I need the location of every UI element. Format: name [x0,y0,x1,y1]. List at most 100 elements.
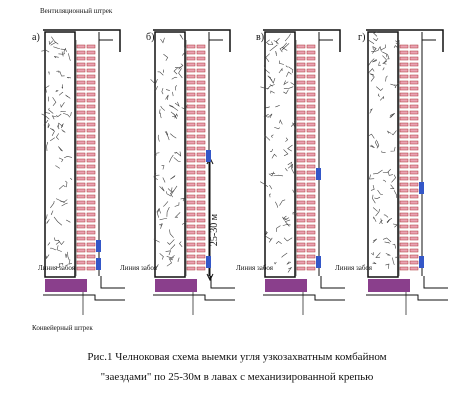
crack [279,46,284,53]
crack [274,126,280,130]
rock [154,31,186,278]
support [409,224,419,229]
support [296,236,306,241]
support [186,248,196,253]
support [296,44,306,49]
support [86,254,96,259]
crack [162,177,166,183]
crack [66,219,71,223]
support [196,98,206,103]
crack [53,46,60,49]
crack [53,56,59,59]
support [196,242,206,247]
crack [172,113,177,118]
support [409,80,419,85]
support [399,104,409,109]
crack [385,75,388,82]
crack [153,238,160,243]
support [409,260,419,265]
support [76,218,86,223]
support [196,152,206,157]
support [399,230,409,235]
crack [372,207,378,212]
support [296,140,306,145]
crack [288,66,294,73]
support [399,134,409,139]
support [306,206,316,211]
crack [265,53,270,63]
support [76,98,86,103]
support [399,200,409,205]
support [186,134,196,139]
support [306,158,316,163]
support [86,170,96,175]
support [409,242,419,247]
crack [278,60,285,65]
crack [267,84,275,90]
support [306,170,316,175]
crack [275,105,280,108]
crack [174,212,181,218]
crack [48,107,54,114]
support [76,152,86,157]
crack [373,169,383,175]
crack [393,45,399,49]
crack [45,85,50,93]
crack [58,91,64,96]
support [399,140,409,145]
combine [96,240,101,252]
support [196,80,206,85]
support [409,56,419,61]
support [196,266,206,271]
crack [372,261,377,265]
crack [282,224,291,226]
crack [170,133,177,139]
support [306,56,316,61]
support [399,86,409,91]
crack [269,148,274,152]
conveyor [45,279,87,292]
support [296,224,306,229]
support [296,164,306,169]
support [76,134,86,139]
support [296,134,306,139]
support [306,86,316,91]
support [76,56,86,61]
crack [369,144,375,149]
crack [375,208,380,217]
support [86,134,96,139]
support [399,158,409,163]
support [399,182,409,187]
crack [167,187,173,193]
support [296,92,306,97]
support [399,236,409,241]
crack [169,229,174,238]
support [186,170,196,175]
support [306,176,316,181]
support [186,68,196,73]
support [306,266,316,271]
support [409,188,419,193]
support [296,176,306,181]
rock [264,31,296,278]
support [196,44,206,49]
support [186,242,196,247]
support [399,176,409,181]
crack [270,77,276,84]
crack [284,219,291,227]
support [409,194,419,199]
support [296,188,306,193]
crack [372,194,376,204]
support [76,62,86,67]
support [296,248,306,253]
support [186,164,196,169]
support [186,50,196,55]
support [196,92,206,97]
face-line-label: Линия забоя [120,264,158,272]
support [186,56,196,61]
support [186,92,196,97]
crack [160,37,165,44]
support [76,182,86,187]
support [186,140,196,145]
